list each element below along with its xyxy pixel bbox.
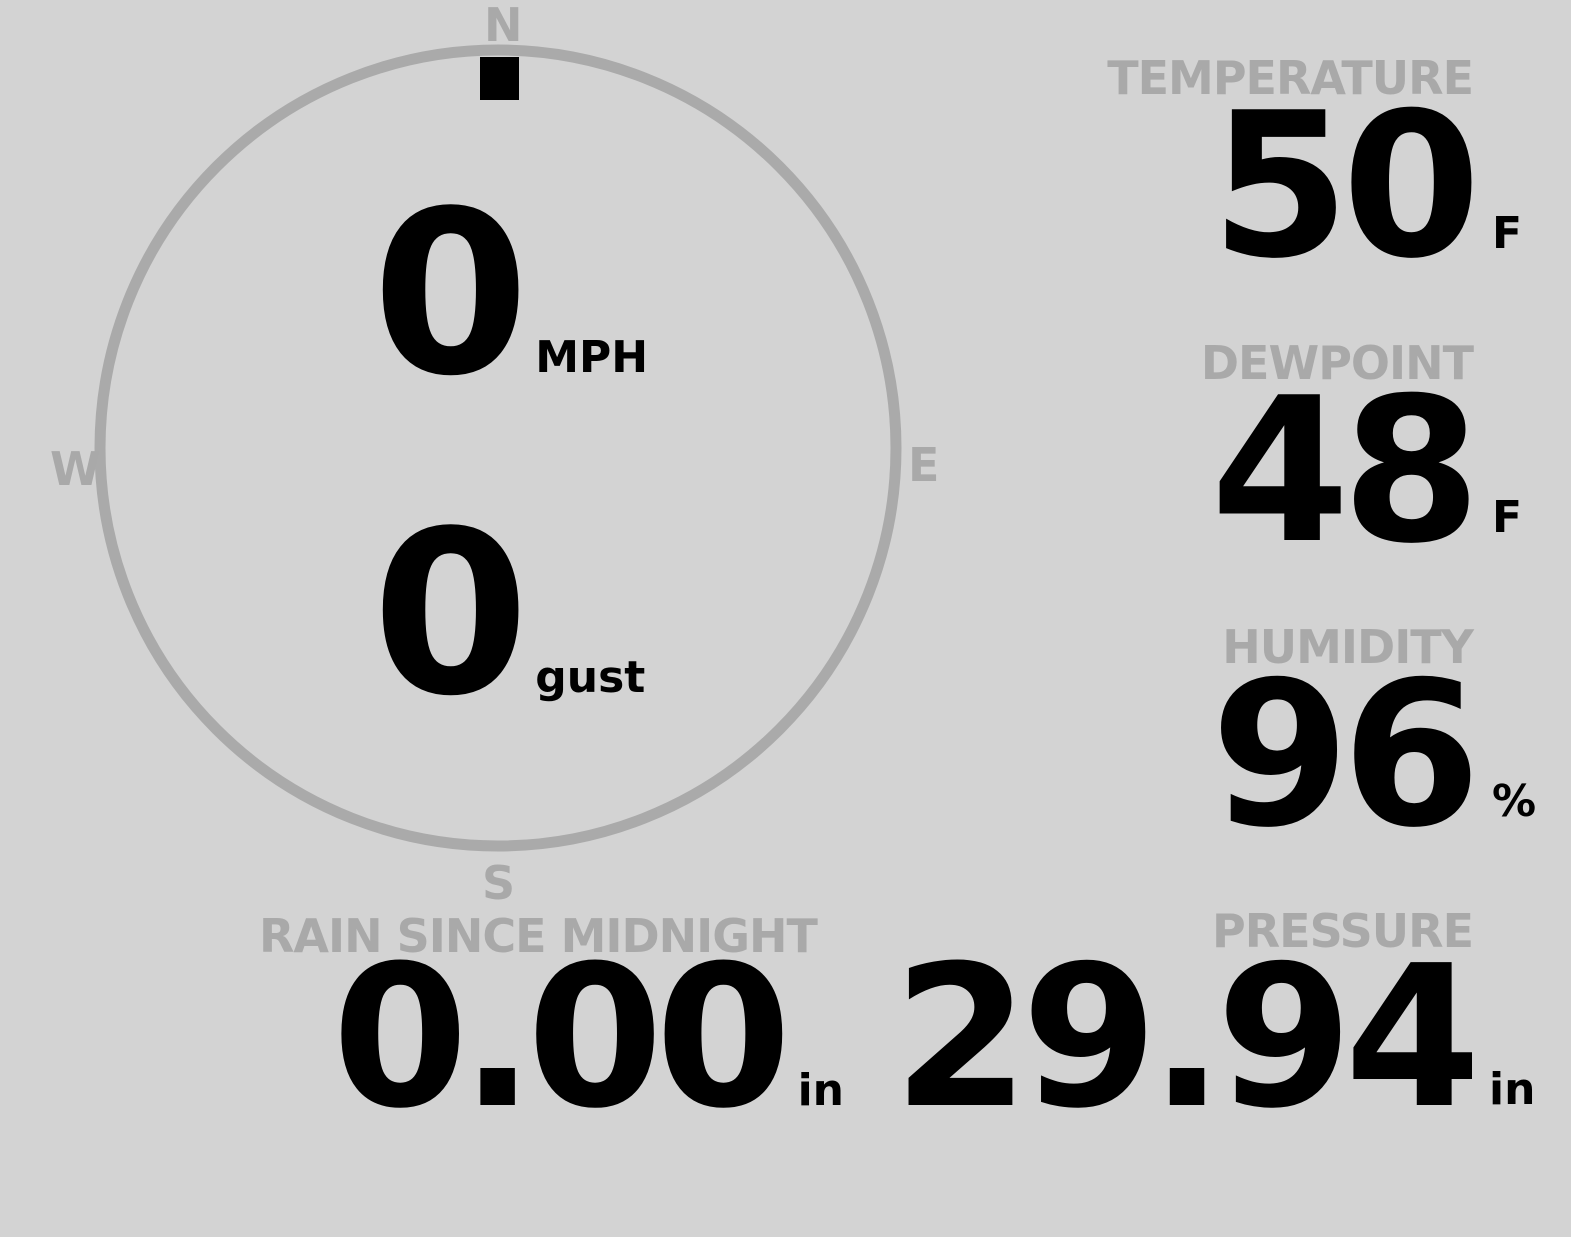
- humidity-label: HUMIDITY: [1222, 620, 1474, 674]
- temperature-value: 50: [1210, 70, 1481, 303]
- wind-gust-value: 0: [372, 483, 529, 746]
- wind-speed-value: 0: [372, 163, 529, 426]
- humidity-unit: %: [1492, 776, 1537, 827]
- rain-label: RAIN SINCE MIDNIGHT: [259, 909, 818, 963]
- rain-value: 0.00: [332, 924, 792, 1152]
- wind-compass: [94, 44, 902, 852]
- dewpoint-label: DEWPOINT: [1200, 336, 1474, 390]
- compass-east-label: E: [908, 438, 940, 492]
- compass-south-label: S: [482, 856, 516, 910]
- wind-gust-unit: gust: [535, 652, 646, 703]
- rain-reading: 0.00 in: [332, 940, 844, 1136]
- pressure-unit: in: [1489, 1064, 1536, 1115]
- wind-speed-unit: MPH: [535, 332, 649, 383]
- compass-west-label: W: [50, 442, 101, 496]
- pressure-label: PRESSURE: [1212, 904, 1474, 958]
- humidity-value: 96: [1210, 639, 1481, 872]
- compass-ring: [94, 44, 902, 852]
- dewpoint-unit: F: [1492, 492, 1523, 543]
- dewpoint-value: 48: [1210, 355, 1481, 588]
- wind-gust-reading: 0 gust: [372, 502, 645, 728]
- rain-unit: in: [797, 1065, 844, 1116]
- temperature-unit: F: [1492, 208, 1523, 259]
- wind-direction-marker: [480, 57, 519, 100]
- wind-direction-indicator: [480, 57, 519, 100]
- wind-speed-reading: 0 MPH: [372, 182, 648, 408]
- temperature-label: TEMPERATURE: [1107, 51, 1474, 105]
- compass-north-label: N: [484, 0, 523, 52]
- pressure-value: 29.94: [893, 924, 1481, 1152]
